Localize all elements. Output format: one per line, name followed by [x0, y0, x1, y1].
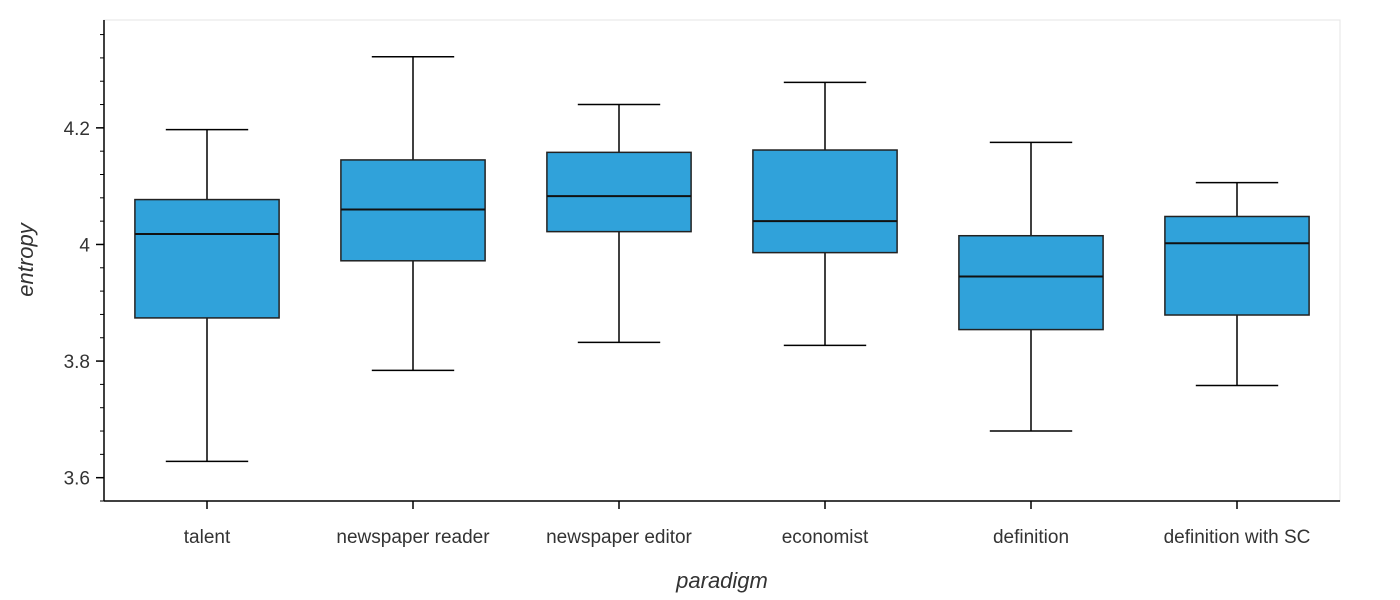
y-axis: 3.6 3.8 4 4.2: [64, 20, 105, 502]
box: [546, 151, 692, 233]
y-tick-label: 3.6: [64, 469, 90, 490]
box-group-4: [752, 81, 898, 347]
x-tick-label: talent: [184, 527, 231, 548]
x-axis-title: paradigm: [675, 568, 768, 593]
x-tick-label: definition with SC: [1164, 527, 1311, 548]
box-group-5: [958, 141, 1104, 432]
x-tick-label: newspaper reader: [336, 527, 490, 548]
box-group-3: [546, 103, 692, 344]
y-tick-label: 4.2: [64, 119, 90, 140]
x-tick-label: definition: [993, 527, 1069, 548]
box-group-6: [1164, 181, 1310, 387]
box: [752, 149, 898, 254]
box-group-2: [340, 55, 486, 372]
box-group-1: [134, 128, 280, 463]
box: [134, 198, 280, 319]
x-axis: talent newspaper reader newspaper editor ec…: [104, 500, 1340, 548]
plot-area: [103, 19, 1341, 502]
x-tick-label: newspaper editor: [546, 527, 692, 548]
y-axis-title: entropy: [13, 221, 38, 296]
y-tick-label: 4: [79, 235, 90, 256]
x-tick-label: economist: [782, 527, 869, 548]
y-tick-label: 3.8: [64, 352, 90, 373]
boxes-layer: [134, 55, 1310, 463]
box: [958, 234, 1104, 331]
box: [1164, 215, 1310, 316]
